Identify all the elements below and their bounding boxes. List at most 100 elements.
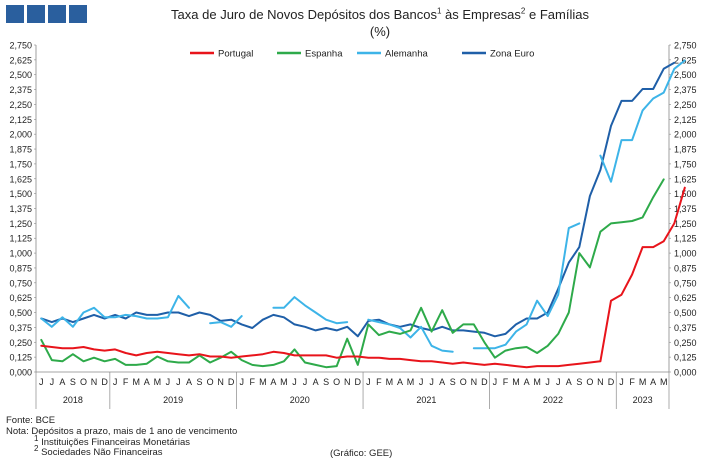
x-tick-label: N (471, 377, 478, 387)
y-tick-label-left: 1,125 (9, 234, 32, 244)
x-tick-label: N (91, 377, 98, 387)
x-tick-label: J (239, 377, 244, 387)
y-tick-label-left: 0,000 (9, 368, 32, 378)
series-line-zona-euro (40, 61, 676, 338)
title-unit: (%) (369, 24, 391, 39)
y-tick-label-left: 1,625 (9, 174, 32, 184)
y-tick-label-left: 0,625 (9, 293, 32, 303)
x-tick-label: D (355, 377, 362, 387)
source-note: Fonte: BCE (6, 415, 56, 426)
year-label: 2019 (163, 395, 183, 405)
x-tick-label: M (660, 377, 668, 387)
y-tick-label-left: 0,875 (9, 263, 32, 273)
footnote-1: 1 Instituições Financeiras Monetárias (6, 434, 237, 449)
x-tick-label: M (512, 377, 520, 387)
y-tick-label-right: 0,375 (674, 323, 697, 333)
footnote-1-text: Instituições Financeiras Monetárias (38, 436, 190, 448)
y-tick-label-left: 2,500 (9, 70, 32, 80)
x-tick-label: A (650, 377, 656, 387)
logo-square-2 (27, 5, 45, 23)
y-tick-label-right: 1,625 (674, 174, 697, 184)
y-tick-label-left: 2,000 (9, 130, 32, 140)
x-tick-label: M (280, 377, 288, 387)
y-tick-label-left: 0,125 (9, 353, 32, 363)
x-tick-label: J (176, 377, 181, 387)
y-tick-label-left: 1,750 (9, 159, 32, 169)
x-tick-label: J (39, 377, 44, 387)
chart-credit: (Gráfico: GEE) (330, 448, 393, 459)
y-tick-label-right: 2,500 (674, 70, 697, 80)
y-tick-label-left: 0,375 (9, 323, 32, 333)
y-tick-label-left: 0,750 (9, 278, 32, 288)
y-tick-label-right: 1,750 (674, 159, 697, 169)
x-tick-label: J (113, 377, 118, 387)
y-tick-label-right: 2,250 (674, 100, 697, 110)
x-tick-label: A (439, 377, 445, 387)
title-sup-1: 1 (436, 6, 442, 16)
x-tick-label: A (270, 377, 276, 387)
title-end: e Famílias (525, 7, 589, 22)
x-tick-label: A (144, 377, 150, 387)
x-tick-label: S (323, 377, 329, 387)
x-tick-label: F (123, 377, 129, 387)
y-tick-label-right: 1,500 (674, 189, 697, 199)
x-tick-label: D (228, 377, 235, 387)
x-tick-label: J (556, 377, 561, 387)
x-tick-label: A (397, 377, 403, 387)
x-tick-label: N (217, 377, 224, 387)
x-tick-label: J (619, 377, 624, 387)
x-tick-label: M (639, 377, 647, 387)
legend-label-zona-euro: Zona Euro (490, 49, 534, 60)
y-tick-label-right: 2,000 (674, 130, 697, 140)
x-tick-label: O (333, 377, 340, 387)
y-tick-label-right: 0,875 (674, 263, 697, 273)
x-tick-label: J (366, 377, 371, 387)
year-label: 2020 (290, 395, 310, 405)
y-tick-label-left: 2,375 (9, 85, 32, 95)
y-tick-label-left: 2,125 (9, 115, 32, 125)
title-mid: às Empresas (441, 7, 521, 22)
footnotes: Fonte: BCE Nota: Depósitos a prazo, mais… (6, 415, 237, 459)
x-tick-label: F (629, 377, 635, 387)
y-tick-label-left: 1,375 (9, 204, 32, 214)
series-line-portugal (40, 186, 686, 369)
y-tick-label-right: 1,250 (674, 219, 697, 229)
y-tick-label-right: 1,125 (674, 234, 697, 244)
y-tick-label-right: 2,375 (674, 85, 697, 95)
x-tick-label: A (524, 377, 530, 387)
y-tick-label-left: 1,500 (9, 189, 32, 199)
y-tick-label-right: 0,750 (674, 278, 697, 288)
x-tick-label: S (197, 377, 203, 387)
x-tick-label: M (259, 377, 267, 387)
y-tick-label-right: 0,000 (674, 368, 697, 378)
x-tick-label: O (207, 377, 214, 387)
logo-square-4 (69, 5, 87, 23)
y-tick-label-right: 0,125 (674, 353, 697, 363)
x-tick-label: D (481, 377, 488, 387)
x-tick-label: S (70, 377, 76, 387)
x-tick-label: A (59, 377, 65, 387)
x-tick-label: M (132, 377, 140, 387)
x-tick-label: M (407, 377, 415, 387)
y-tick-label-right: 1,000 (674, 249, 697, 259)
x-tick-label: F (503, 377, 509, 387)
x-tick-label: S (576, 377, 582, 387)
y-tick-label-left: 1,875 (9, 145, 32, 155)
y-tick-label-left: 2,625 (9, 55, 32, 65)
x-tick-label: O (80, 377, 87, 387)
logo (6, 5, 87, 23)
y-tick-label-left: 2,750 (9, 41, 32, 51)
logo-square-3 (48, 5, 66, 23)
x-tick-label: S (450, 377, 456, 387)
year-label: 2023 (633, 395, 653, 405)
x-tick-label: D (608, 377, 615, 387)
year-label: 2022 (543, 395, 563, 405)
y-tick-label-left: 1,250 (9, 219, 32, 229)
footnote-2-text: Sociedades Não Financeiras (38, 447, 163, 459)
x-tick-label: O (586, 377, 593, 387)
x-tick-label: J (429, 377, 434, 387)
legend-label-portugal: Portugal (218, 49, 253, 60)
y-tick-label-left: 1,000 (9, 249, 32, 259)
year-label: 2021 (416, 395, 436, 405)
